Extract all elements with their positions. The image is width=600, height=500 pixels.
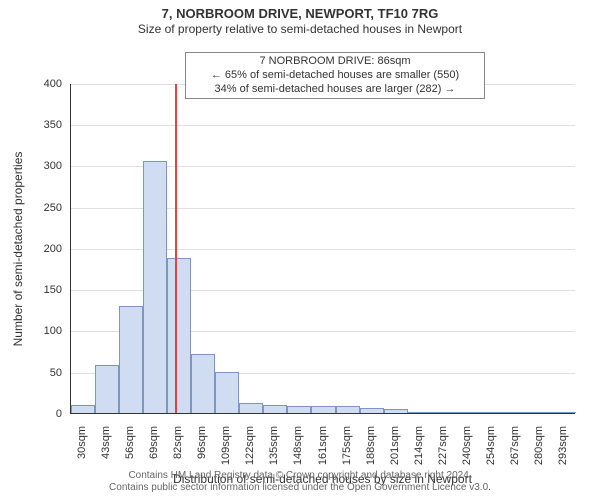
histogram-bar [143,161,167,413]
histogram-bar [287,406,311,413]
x-tick-label: 214sqm [413,426,425,465]
x-tick-label: 96sqm [196,426,208,459]
x-tick-label: 135sqm [268,426,280,465]
y-tick-label: 350 [0,119,62,131]
histogram-bar [311,406,335,413]
annotation-box: 7 NORBROOM DRIVE: 86sqm← 65% of semi-det… [185,52,485,99]
histogram-bar [119,306,143,413]
x-tick-label: 69sqm [148,426,160,459]
histogram-bar [239,403,263,413]
histogram-bar [384,409,408,413]
y-tick-label: 400 [0,78,62,90]
histogram-bar [263,405,287,413]
x-tick-label: 82sqm [172,426,184,459]
histogram-bar [432,412,456,413]
x-tick-label: 254sqm [485,426,497,465]
x-tick-label: 267sqm [509,426,521,465]
x-tick-label: 30sqm [76,426,88,459]
chart-figure: 7, NORBROOM DRIVE, NEWPORT, TF10 7RG Siz… [0,0,600,500]
footer-line-2: Contains public sector information licen… [0,482,600,494]
histogram-bar [504,412,528,413]
y-tick-label: 200 [0,243,62,255]
histogram-bar [456,412,480,413]
x-tick-label: 240sqm [461,426,473,465]
histogram-bar [360,408,384,413]
histogram-bar [528,412,552,413]
histogram-bar [191,354,215,413]
y-tick-label: 250 [0,202,62,214]
y-tick-label: 50 [0,367,62,379]
y-tick-label: 300 [0,160,62,172]
histogram-bar [480,412,504,413]
x-tick-label: 188sqm [365,426,377,465]
x-tick-label: 161sqm [317,426,329,465]
histogram-bar [167,258,191,413]
y-tick-label: 100 [0,325,62,337]
reference-line [175,84,177,413]
x-tick-label: 175sqm [341,426,353,465]
histogram-bar [95,365,119,413]
chart-subtitle: Size of property relative to semi-detach… [0,22,600,36]
x-tick-label: 227sqm [437,426,449,465]
annotation-line: 7 NORBROOM DRIVE: 86sqm [192,55,478,69]
x-tick-label: 293sqm [557,426,569,465]
chart-title: 7, NORBROOM DRIVE, NEWPORT, TF10 7RG [0,0,600,22]
histogram-bar [215,372,239,413]
footer-line-1: Contains HM Land Registry data © Crown c… [0,470,600,482]
histogram-bar [336,406,360,413]
histogram-bar [71,405,95,413]
x-tick-label: 109sqm [220,426,232,465]
x-tick-label: 122sqm [244,426,256,465]
gridline [71,125,575,126]
x-tick-label: 56sqm [124,426,136,459]
footer-attribution: Contains HM Land Registry data © Crown c… [0,470,600,494]
y-tick-label: 150 [0,284,62,296]
y-axis-title: Number of semi-detached properties [11,152,25,347]
x-tick-label: 148sqm [292,426,304,465]
x-tick-label: 43sqm [100,426,112,459]
histogram-bar [552,412,576,413]
y-tick-label: 0 [0,408,62,420]
annotation-line: ← 65% of semi-detached houses are smalle… [192,69,478,83]
x-tick-label: 280sqm [533,426,545,465]
annotation-line: 34% of semi-detached houses are larger (… [192,83,478,97]
plot-region [70,84,575,414]
histogram-bar [408,412,432,413]
x-tick-label: 201sqm [389,426,401,465]
